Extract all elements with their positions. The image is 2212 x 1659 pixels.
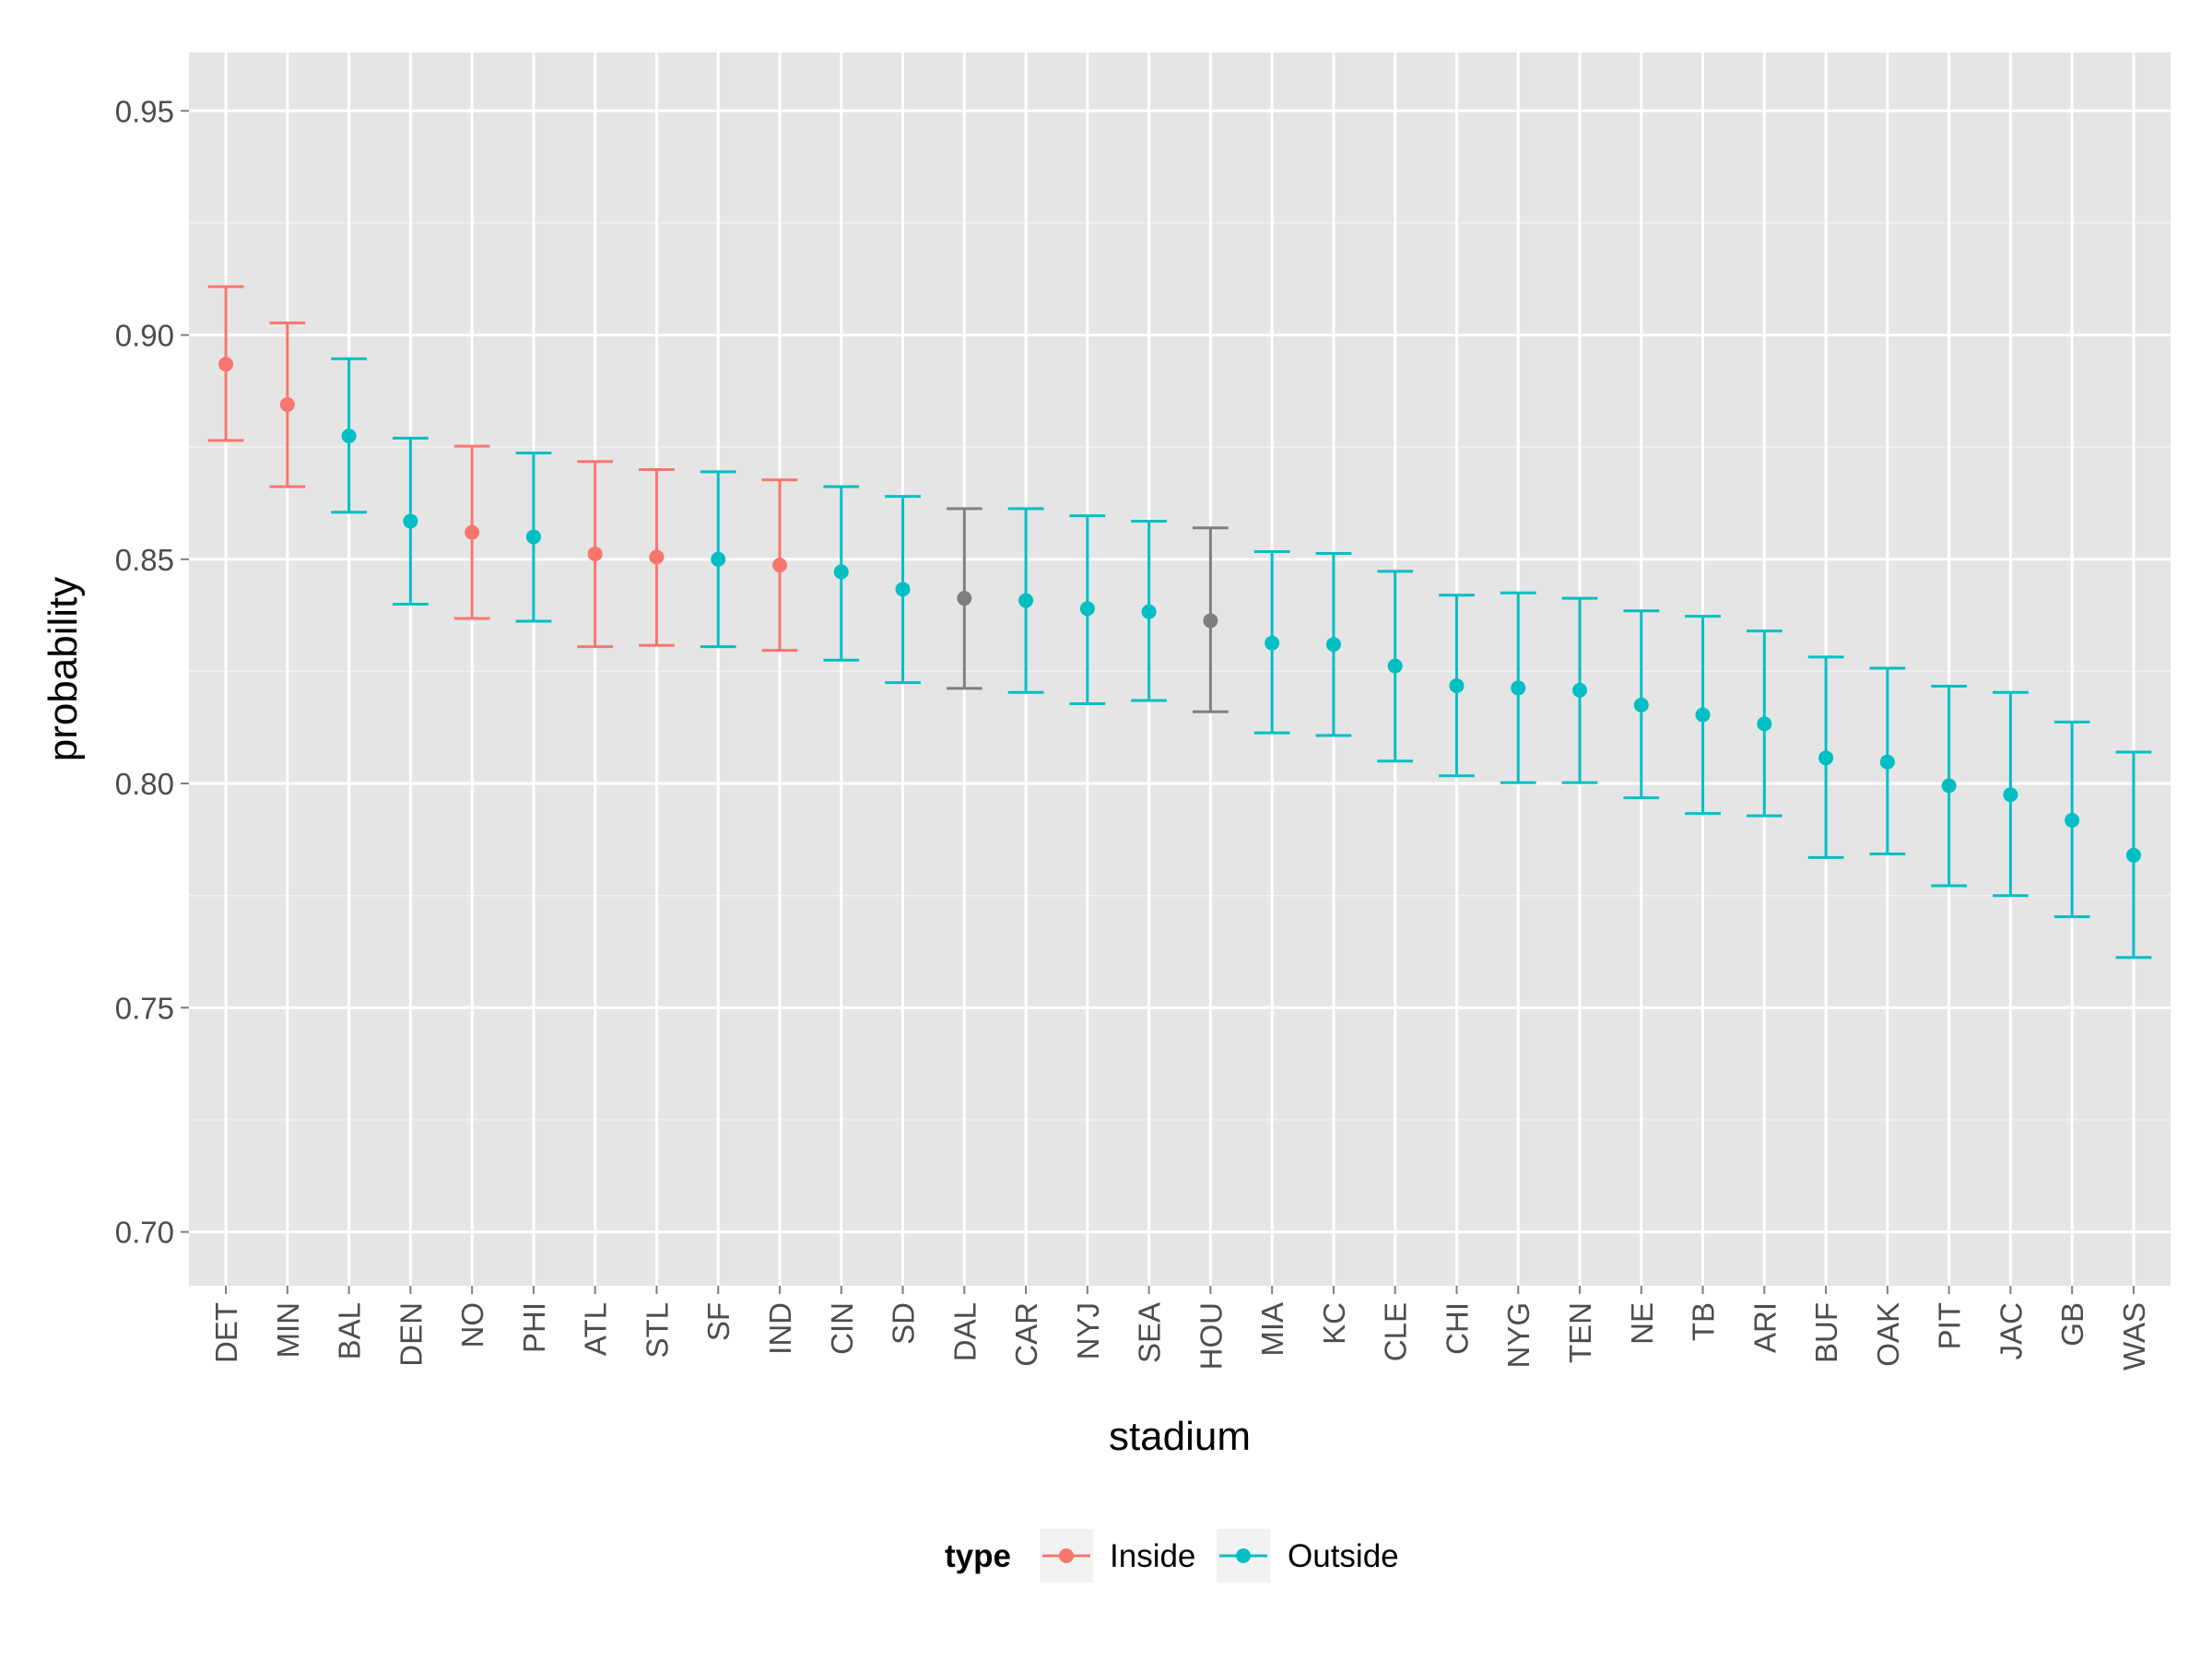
x-tick-label: JAC	[1994, 1302, 2028, 1359]
y-tick-label: 0.75	[115, 991, 174, 1025]
y-tick-label: 0.95	[115, 94, 174, 128]
point-tb	[1695, 707, 1711, 723]
x-tick-label: KC	[1317, 1302, 1351, 1345]
x-tick-label: SF	[701, 1302, 735, 1341]
legend-dot-inside	[1059, 1548, 1074, 1563]
point-ten	[1572, 682, 1588, 698]
point-buf	[1818, 750, 1834, 766]
x-tick-label: CAR	[1009, 1302, 1043, 1367]
point-cin	[833, 564, 849, 580]
x-tick-label: DET	[209, 1302, 243, 1363]
x-tick-label: ARI	[1747, 1302, 1782, 1353]
x-tick-label: PHI	[517, 1302, 551, 1353]
x-tick-label: IND	[763, 1302, 797, 1355]
legend-item-outside: Outside	[1217, 1529, 1399, 1583]
x-axis-title: stadium	[1109, 1414, 1251, 1459]
legend-dot-outside	[1236, 1548, 1251, 1563]
point-ind	[771, 558, 787, 573]
x-tick-label: CLE	[1379, 1302, 1413, 1361]
y-tick-label: 0.80	[115, 767, 174, 801]
x-tick-label: CIN	[825, 1302, 859, 1355]
legend: type Inside Outside	[945, 1529, 1399, 1583]
point-stl	[649, 549, 665, 565]
point-ari	[1757, 716, 1772, 732]
point-nyg	[1511, 680, 1526, 696]
point-sea	[1141, 604, 1157, 619]
point-min	[279, 396, 295, 412]
x-tick-label: NYJ	[1071, 1302, 1105, 1359]
point-det	[218, 357, 234, 372]
y-tick-label: 0.70	[115, 1216, 174, 1250]
x-tick-label: BUF	[1809, 1302, 1843, 1363]
point-pit	[1941, 778, 1957, 794]
point-was	[2125, 847, 2141, 863]
x-tick-label: NYG	[1501, 1302, 1535, 1369]
x-tick-label: NO	[455, 1302, 489, 1348]
point-bal	[341, 428, 357, 443]
x-tick-label: TB	[1687, 1302, 1721, 1341]
point-cle	[1387, 658, 1403, 674]
grid-major	[189, 53, 2171, 1286]
point-no	[465, 524, 480, 540]
point-den	[403, 513, 418, 529]
point-dal	[957, 591, 972, 606]
x-tick-label: NE	[1625, 1302, 1659, 1345]
x-tick-label: GB	[2055, 1302, 2089, 1347]
grid-minor	[189, 222, 2171, 1121]
point-mia	[1265, 635, 1280, 651]
x-tick-label: MIN	[271, 1302, 305, 1359]
y-tick-label: 0.85	[115, 543, 174, 577]
points	[218, 357, 2141, 863]
x-tick-label: SD	[887, 1302, 921, 1345]
legend-label-inside: Inside	[1110, 1538, 1195, 1574]
x-tick-label: BAL	[333, 1302, 367, 1359]
point-phi	[525, 529, 541, 545]
x-tick-label: OAK	[1871, 1302, 1905, 1367]
legend-title: type	[945, 1538, 1011, 1574]
x-tick-label: PIT	[1933, 1302, 1967, 1349]
x-tick-label: ATL	[579, 1302, 613, 1356]
x-tick-label: DAL	[947, 1302, 982, 1361]
x-tick-label: HOU	[1194, 1302, 1228, 1370]
y-tick-label: 0.90	[115, 319, 174, 353]
x-tick-label: MIA	[1255, 1302, 1289, 1357]
point-ne	[1633, 697, 1649, 712]
x-tick-label: CHI	[1440, 1302, 1474, 1355]
point-sf	[711, 551, 726, 567]
point-atl	[587, 546, 603, 561]
point-car	[1018, 593, 1034, 608]
x-tick-label: DEN	[394, 1302, 428, 1367]
y-axis: 0.70 0.75 0.80 0.85 0.90 0.95	[115, 94, 189, 1250]
plot-panel	[189, 53, 2171, 1286]
x-tick-label: WAS	[2117, 1302, 2151, 1371]
point-oak	[1879, 754, 1895, 770]
x-tick-label: TEN	[1563, 1302, 1597, 1363]
x-tick-label: SEA	[1133, 1302, 1167, 1363]
point-sd	[895, 582, 911, 597]
legend-label-outside: Outside	[1288, 1538, 1399, 1574]
point-chi	[1449, 678, 1465, 694]
x-tick-label: STL	[640, 1302, 674, 1359]
point-jac	[2003, 787, 2018, 803]
y-axis-title: probability	[41, 577, 86, 762]
point-hou	[1203, 613, 1218, 629]
legend-item-inside: Inside	[1040, 1529, 1195, 1583]
point-nyj	[1079, 601, 1095, 617]
point-kc	[1325, 637, 1341, 653]
x-axis: DET MIN BAL DEN NO PHI ATL STL SF IND CIN SD DAL CAR N…	[209, 1286, 2151, 1371]
point-gb	[2065, 812, 2080, 828]
